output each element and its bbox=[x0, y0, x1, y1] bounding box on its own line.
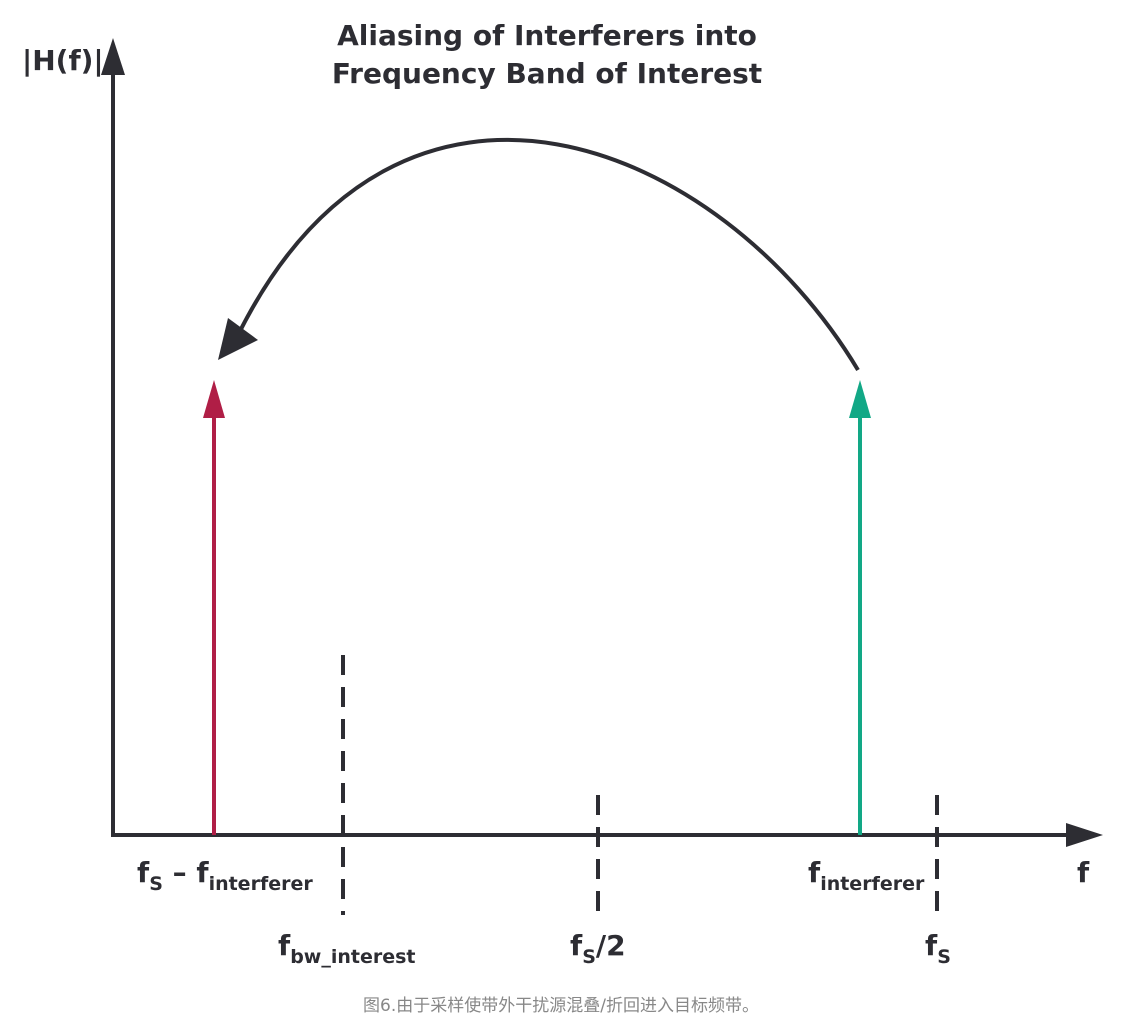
label-part: bw_interest bbox=[290, 946, 415, 968]
label-part: S bbox=[582, 946, 596, 968]
label-part: – f bbox=[163, 856, 209, 889]
interferer-signal-head bbox=[849, 380, 871, 418]
y-axis-label: |H(f)| bbox=[22, 44, 104, 77]
title-line: Aliasing of Interferers into bbox=[337, 19, 757, 52]
caption: 图6.由于采样使带外干扰源混叠/折回进入目标频带。 bbox=[363, 995, 759, 1016]
label-part: f bbox=[278, 929, 291, 962]
label-part: f bbox=[925, 929, 938, 962]
axis-marker-label: fbw_interest bbox=[278, 929, 416, 968]
label-part: S bbox=[149, 873, 163, 895]
x-axis-arrow bbox=[1066, 823, 1103, 847]
axis-marker-label: fS bbox=[925, 929, 951, 968]
x-axis-label: f bbox=[1077, 856, 1090, 889]
y-axis-arrow bbox=[101, 38, 125, 75]
label-part: interferer bbox=[209, 873, 314, 895]
label-part: f bbox=[137, 856, 150, 889]
label-part: S bbox=[937, 946, 951, 968]
aliased-signal-head bbox=[203, 380, 225, 418]
axis-marker-label: fS/2 bbox=[570, 929, 626, 968]
axis-marker-label: finterferer bbox=[808, 856, 925, 895]
title-line: Frequency Band of Interest bbox=[332, 57, 762, 90]
label-part: f bbox=[808, 856, 821, 889]
label-part: /2 bbox=[596, 929, 626, 962]
alias-curve bbox=[236, 137, 860, 372]
label-part: f bbox=[570, 929, 583, 962]
alias-curve-head bbox=[218, 318, 258, 360]
label-part: interferer bbox=[820, 873, 925, 895]
axis-marker-label: fS – finterferer bbox=[137, 856, 313, 895]
